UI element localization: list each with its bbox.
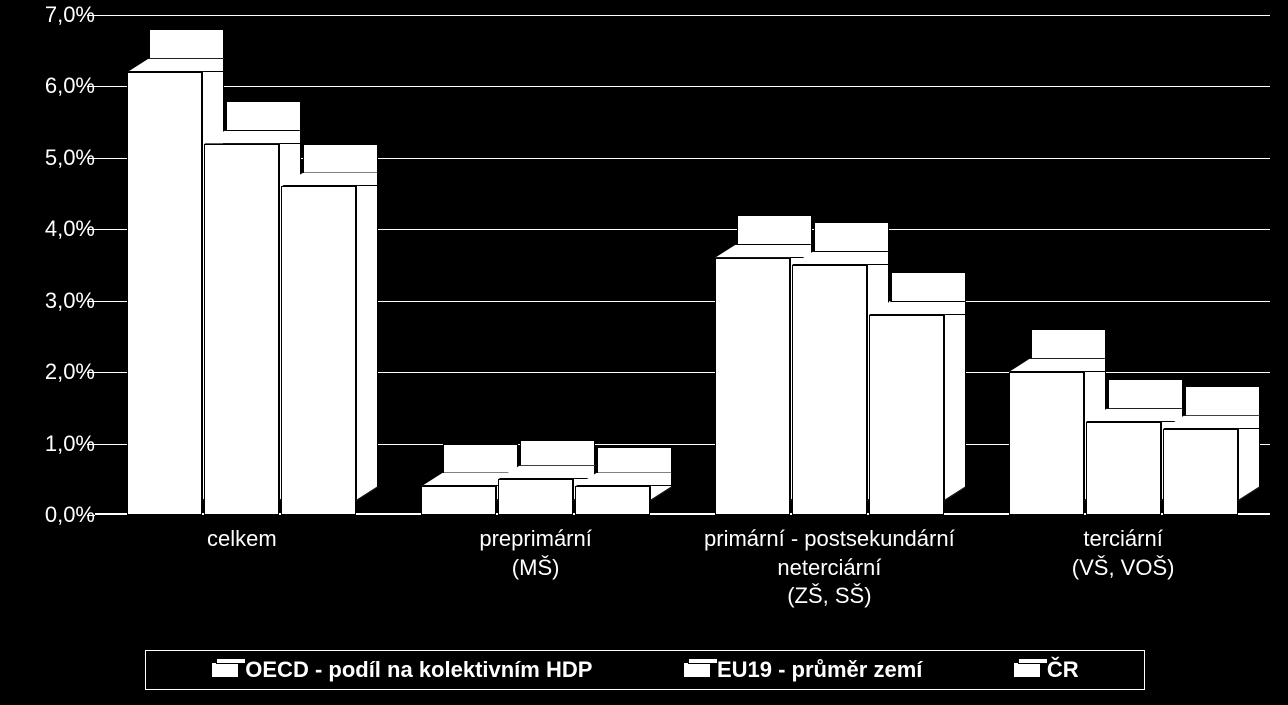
plot-area (95, 15, 1270, 515)
y-tick-mark (87, 444, 95, 445)
y-tick-mark (87, 15, 95, 16)
y-tick-mark (87, 515, 95, 516)
category-label: terciární(VŠ, VOŠ) (976, 525, 1270, 582)
legend-label: OECD - podíl na kolektivním HDP (245, 657, 592, 683)
gridline (95, 15, 1270, 16)
bar-front (575, 486, 650, 515)
y-tick-label: 6,0% (15, 73, 95, 99)
category-label: preprimární(MŠ) (389, 525, 683, 582)
bar-front (1086, 422, 1161, 515)
bar-front (715, 258, 790, 515)
bar-side (944, 287, 966, 501)
bar-front (1009, 372, 1084, 515)
y-tick-mark (87, 86, 95, 87)
legend-swatch (683, 662, 711, 678)
legend-label: ČR (1047, 657, 1079, 683)
legend-swatch (1013, 662, 1041, 678)
bar-front (1163, 429, 1238, 515)
y-tick-label: 2,0% (15, 359, 95, 385)
bar-front (498, 479, 573, 515)
bar-front (281, 186, 356, 515)
bar-front (127, 72, 202, 515)
legend-swatch (211, 662, 239, 678)
y-tick-label: 1,0% (15, 431, 95, 457)
y-tick-mark (87, 229, 95, 230)
y-tick-label: 3,0% (15, 288, 95, 314)
chart-container: OECD - podíl na kolektivním HDP EU19 - p… (0, 0, 1288, 705)
legend-item-oecd: OECD - podíl na kolektivním HDP (211, 657, 592, 683)
y-tick-label: 0,0% (15, 502, 95, 528)
legend: OECD - podíl na kolektivním HDP EU19 - p… (145, 650, 1145, 690)
legend-item-eu19: EU19 - průměr zemí (683, 657, 922, 683)
bar-front (204, 144, 279, 515)
y-tick-label: 4,0% (15, 216, 95, 242)
bar-front (421, 486, 496, 515)
y-tick-mark (87, 372, 95, 373)
bar-front (869, 315, 944, 515)
legend-item-cr: ČR (1013, 657, 1079, 683)
y-tick-mark (87, 158, 95, 159)
category-label: celkem (95, 525, 389, 554)
category-label: primární - postsekundárníneterciární(ZŠ,… (683, 525, 977, 611)
legend-label: EU19 - průměr zemí (717, 657, 922, 683)
y-tick-label: 5,0% (15, 145, 95, 171)
y-tick-label: 7,0% (15, 2, 95, 28)
bar-side (356, 158, 378, 501)
bar-front (792, 265, 867, 515)
gridline (95, 86, 1270, 87)
y-tick-mark (87, 301, 95, 302)
